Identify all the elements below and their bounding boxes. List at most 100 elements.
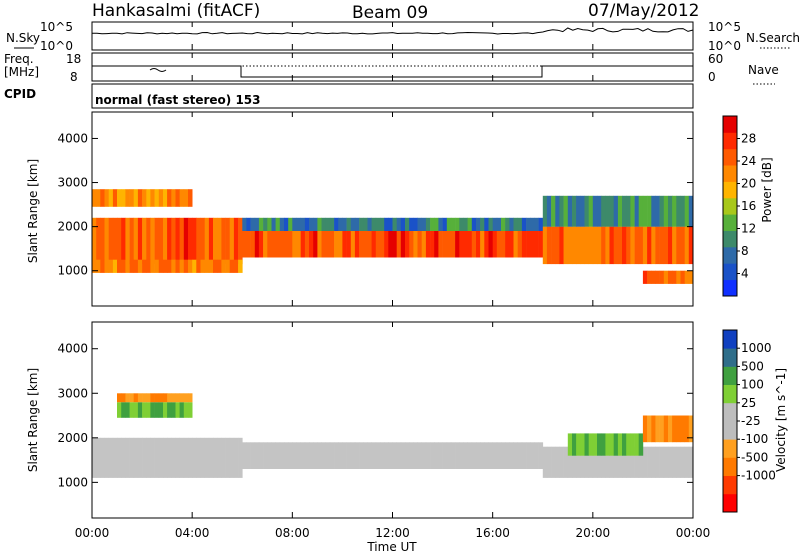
heatmap-cell <box>676 446 681 478</box>
heatmap-cell <box>450 231 456 258</box>
heatmap-cell <box>405 231 410 258</box>
heatmap-cell <box>242 442 247 469</box>
heatmap-cell <box>192 437 197 478</box>
heatmap-cell <box>567 433 573 456</box>
heatmap-cell <box>254 231 260 258</box>
freq-tick-bottom: 8 <box>70 70 78 84</box>
heatmap-cell <box>200 259 205 273</box>
heatmap-cell <box>588 195 594 227</box>
heatmap-cell <box>288 442 293 469</box>
heatmap-cell <box>601 433 606 456</box>
heatmap-cell <box>167 437 172 478</box>
heatmap-cell <box>163 217 168 265</box>
heatmap-cell <box>567 446 573 478</box>
heatmap-cell <box>676 226 681 265</box>
heatmap-cell <box>438 442 443 469</box>
heatmap-cell <box>663 226 669 265</box>
heatmap-cell <box>630 446 635 478</box>
heatmap-cell <box>246 217 251 231</box>
heatmap-cell <box>546 195 552 227</box>
heatmap-cell <box>154 393 160 403</box>
heatmap-cell <box>480 217 485 231</box>
heatmap-cell <box>163 189 168 207</box>
heatmap-cell <box>142 393 147 403</box>
colorbar-swatch <box>723 148 737 166</box>
heatmap-cell <box>188 437 193 478</box>
heatmap-cell <box>622 226 627 265</box>
heatmap-cell <box>450 217 456 231</box>
heatmap-cell <box>430 231 435 258</box>
heatmap-cell <box>647 415 652 443</box>
heatmap-cell <box>688 270 694 284</box>
heatmap-cell <box>676 270 681 284</box>
heatmap-cell <box>334 217 339 231</box>
heatmap-cell <box>142 402 147 418</box>
colorbar-swatch <box>723 214 737 231</box>
heatmap-cell <box>459 231 464 258</box>
noise-tick-top-left: 10^5 <box>40 20 73 34</box>
heatmap-cell <box>142 189 147 207</box>
colorbar-tick-label: 20 <box>741 177 756 191</box>
heatmap-cell <box>626 226 631 265</box>
heatmap-cell <box>363 217 368 231</box>
heatmap-cell <box>112 189 118 207</box>
heatmap-cell <box>150 217 155 265</box>
heatmap-cell <box>592 433 598 456</box>
heatmap-cell <box>367 231 372 258</box>
colorbar-tick-label: 16 <box>741 199 756 213</box>
colorbar-tick-label: -25 <box>741 414 761 428</box>
heatmap-cell <box>363 231 368 258</box>
heatmap-cell <box>150 259 155 273</box>
heatmap-cell <box>329 442 335 469</box>
heatmap-cell <box>559 226 564 265</box>
colorbar-swatch <box>723 493 737 513</box>
heatmap-cell <box>601 195 606 227</box>
heatmap-cell <box>317 217 322 231</box>
heatmap-cell <box>225 437 231 478</box>
heatmap-cell <box>313 231 318 258</box>
heatmap-cell <box>267 442 272 469</box>
heatmap-cell <box>117 393 122 403</box>
heatmap-cell <box>225 259 231 273</box>
heatmap-cell <box>588 226 594 265</box>
heatmap-cell <box>267 231 272 258</box>
heatmap-cell <box>597 195 602 227</box>
heatmap-cell <box>154 189 160 207</box>
heatmap-cell <box>175 437 180 478</box>
heatmap-cell <box>342 217 347 231</box>
heatmap-cell <box>179 189 185 207</box>
heatmap-cell <box>613 446 619 478</box>
heatmap-cell <box>409 231 414 258</box>
heatmap-cell <box>254 217 260 231</box>
heatmap-cell <box>108 217 114 265</box>
heatmap-cell <box>375 217 381 231</box>
heatmap-cell <box>642 415 648 443</box>
heatmap-cell <box>250 217 256 231</box>
heatmap-cell <box>663 195 669 227</box>
heatmap-cell <box>455 217 460 231</box>
heatmap-cell <box>580 226 585 265</box>
heatmap-cell <box>300 217 306 231</box>
heatmap-cell <box>279 442 285 469</box>
colorbar-swatch <box>723 439 737 458</box>
colorbar-tick-label: 24 <box>741 154 756 168</box>
heatmap-cell <box>188 402 193 418</box>
heatmap-cell <box>630 226 635 265</box>
colorbar-tick-label: -100 <box>741 432 768 446</box>
heatmap-cell <box>517 231 523 258</box>
heatmap-cell <box>425 442 431 469</box>
heatmap-cell <box>546 446 552 478</box>
x-tick-label: 00:00 <box>676 526 711 540</box>
heatmap-cell <box>680 446 685 478</box>
heatmap-cell <box>684 270 690 284</box>
heatmap-cell <box>229 437 235 478</box>
heatmap-cell <box>551 195 556 227</box>
heatmap-cell <box>258 217 264 231</box>
heatmap-cell <box>651 415 656 443</box>
heatmap-cell <box>133 217 139 265</box>
heatmap-cell <box>354 231 360 258</box>
heatmap-cell <box>484 231 489 258</box>
heatmap-cell <box>651 446 656 478</box>
heatmap-cell <box>142 437 147 478</box>
heatmap-cell <box>271 231 276 258</box>
